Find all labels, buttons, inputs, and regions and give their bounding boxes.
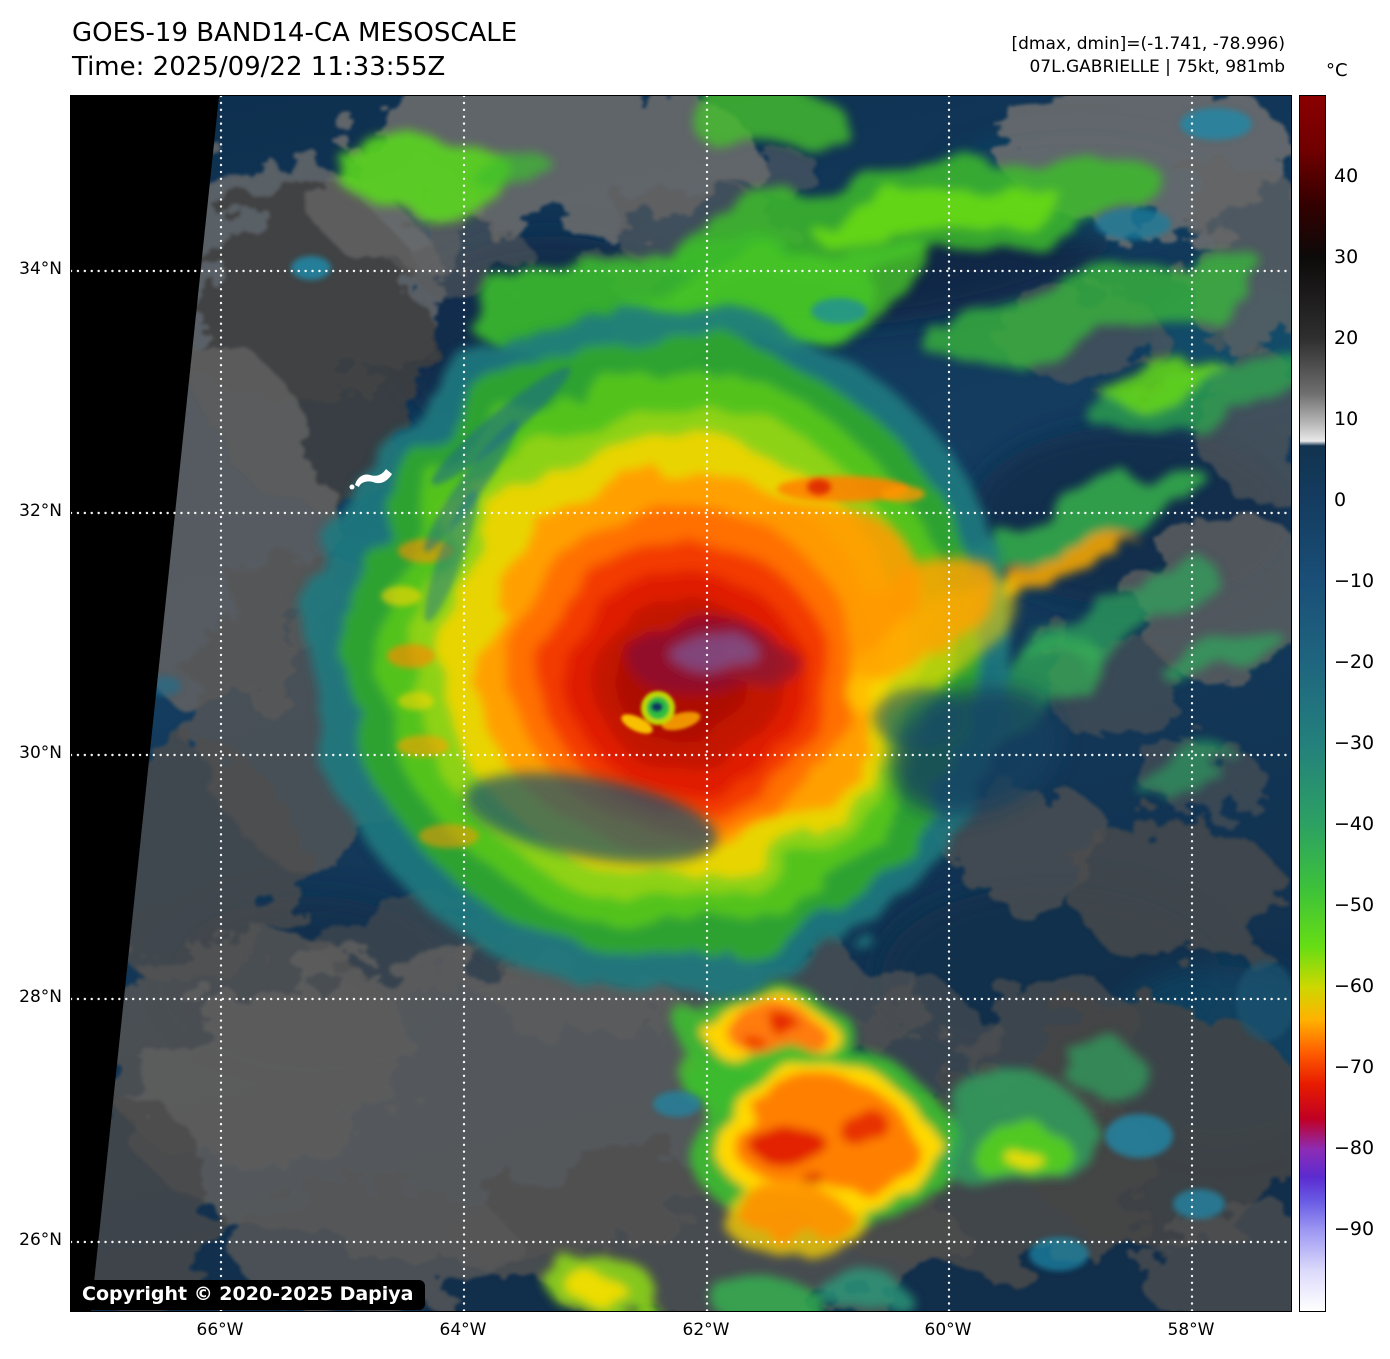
- storm-info: 07L.GABRIELLE | 75kt, 981mb: [1029, 57, 1285, 77]
- temperature-colorbar: [1299, 95, 1326, 1312]
- colorbar-tick: −60: [1334, 975, 1375, 997]
- colorbar-tick: 40: [1334, 165, 1359, 187]
- satellite-map: [70, 95, 1292, 1312]
- colorbar-tick: −10: [1334, 570, 1375, 592]
- hurricane-eye: [621, 691, 701, 734]
- convective-cluster: [551, 982, 1139, 1311]
- lon-label: 62°W: [682, 1320, 730, 1340]
- timestamp: Time: 2025/09/22 11:33:55Z: [72, 52, 446, 82]
- colorbar-tick: −80: [1334, 1137, 1375, 1159]
- bermuda-coastline: [349, 469, 392, 490]
- lat-label: 34°N: [19, 259, 62, 279]
- no-data-region: [71, 96, 219, 1311]
- lat-label: 26°N: [19, 1230, 62, 1250]
- colorbar-unit-label: °C: [1326, 60, 1348, 81]
- colorbar-tick: −90: [1334, 1218, 1375, 1240]
- colorbar-tick: 10: [1334, 408, 1359, 430]
- satellite-imagery: [71, 96, 1291, 1311]
- title-block: GOES-19 BAND14-CA MESOSCALE Time: 2025/0…: [72, 16, 517, 84]
- lat-label: 28°N: [19, 987, 62, 1007]
- page-title: GOES-19 BAND14-CA MESOSCALE: [72, 18, 518, 48]
- range-stats: [dmax, dmin]=(-1.741, -78.996): [1011, 34, 1286, 54]
- hurricane-core: [511, 506, 1022, 830]
- hurricane-details: [381, 367, 1062, 864]
- cold-specks: [145, 108, 1291, 1271]
- lon-label: 66°W: [196, 1320, 244, 1340]
- graticule-gridlines: [71, 96, 1291, 1311]
- lon-label: 64°W: [439, 1320, 487, 1340]
- colorbar-tick: 30: [1334, 246, 1359, 268]
- colorbar-tick: −30: [1334, 732, 1375, 754]
- annotation-block: [dmax, dmin]=(-1.741, -78.996) 07L.GABRI…: [1012, 33, 1286, 79]
- colorbar-tick: −70: [1334, 1056, 1375, 1078]
- lat-label: 32°N: [19, 501, 62, 521]
- lon-label: 58°W: [1167, 1320, 1215, 1340]
- lat-label: 30°N: [19, 743, 62, 763]
- colorbar-tick: 0: [1334, 489, 1347, 511]
- colorbar-tick: −20: [1334, 651, 1375, 673]
- colorbar-tick: −40: [1334, 813, 1375, 835]
- colorbar-tick: 20: [1334, 327, 1359, 349]
- copyright-watermark: Copyright © 2020-2025 Dapiya: [70, 1280, 426, 1310]
- lon-label: 60°W: [924, 1320, 972, 1340]
- colorbar-tick: −50: [1334, 894, 1375, 916]
